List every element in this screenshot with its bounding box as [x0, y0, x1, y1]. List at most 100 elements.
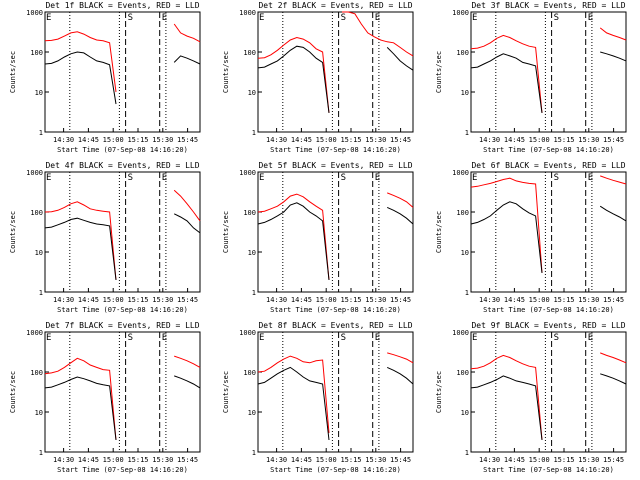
marker-label: E: [162, 333, 167, 343]
x-tick-label: 15:15: [553, 456, 574, 464]
y-tick-label: 1: [252, 449, 256, 457]
x-axis-label: Start Time (07-Sep-08 14:16:20): [483, 306, 614, 314]
y-axis-label: Counts/sec: [435, 51, 443, 93]
plot-frame: [44, 171, 201, 293]
x-tick-label: 15:45: [177, 456, 198, 464]
y-axis-label: Counts/sec: [9, 371, 17, 413]
x-tick-label: 14:45: [504, 456, 525, 464]
y-tick-label: 1000: [452, 329, 469, 337]
marker-label: E: [472, 333, 477, 343]
x-tick-label: 14:45: [78, 136, 99, 144]
lld-series-line: [470, 354, 543, 441]
lld-series-line: [173, 189, 201, 222]
x-tick-label: 15:00: [529, 456, 550, 464]
marker-label: E: [46, 333, 51, 343]
x-tick-label: 15:45: [177, 296, 198, 304]
y-tick-label: 1000: [452, 169, 469, 177]
plot-frame: [44, 331, 201, 453]
x-axis-label: Start Time (07-Sep-08 14:16:20): [270, 306, 401, 314]
y-tick-label: 10: [35, 89, 43, 97]
lld-series-line: [470, 177, 543, 273]
lld-series-line: [387, 352, 414, 364]
plot-frame: [470, 331, 627, 453]
x-tick-label: 15:45: [390, 136, 411, 144]
y-tick-label: 1000: [239, 9, 256, 17]
x-tick-label: 14:30: [479, 456, 500, 464]
y-tick-label: 1000: [239, 169, 256, 177]
events-series-line: [600, 373, 627, 385]
plot-frame: [257, 171, 414, 293]
marker-label: E: [472, 173, 477, 183]
panel-title: Det 8f BLACK = Events, RED = LLD: [258, 321, 412, 330]
panel-title: Det 2f BLACK = Events, RED = LLD: [258, 1, 412, 10]
x-tick-label: 15:30: [578, 296, 599, 304]
lld-series-line: [599, 27, 627, 41]
events-series-line: [470, 53, 543, 113]
panel-title: Det 4f BLACK = Events, RED = LLD: [45, 161, 199, 170]
marker-label: S: [128, 333, 133, 343]
events-series-line: [257, 366, 330, 441]
events-series-line: [386, 47, 414, 71]
events-series-line: [470, 375, 543, 441]
marker-label: E: [259, 333, 264, 343]
y-axis-label: Counts/sec: [9, 211, 17, 253]
x-tick-label: 14:45: [291, 136, 312, 144]
y-tick-label: 100: [243, 369, 256, 377]
events-series-line: [44, 376, 117, 441]
lld-series-line: [44, 201, 117, 281]
plot-frame: [44, 11, 201, 133]
x-tick-label: 15:30: [578, 136, 599, 144]
x-tick-label: 15:45: [603, 296, 624, 304]
x-tick-label: 15:15: [127, 136, 148, 144]
panel-title: Det 6f BLACK = Events, RED = LLD: [471, 161, 625, 170]
marker-label: E: [588, 173, 593, 183]
x-tick-label: 15:15: [340, 296, 361, 304]
y-axis-label: Counts/sec: [435, 371, 443, 413]
x-tick-label: 15:15: [127, 296, 148, 304]
marker-label: S: [128, 173, 133, 183]
x-axis-label: Start Time (07-Sep-08 14:16:20): [57, 306, 188, 314]
panel-title: Det 3f BLACK = Events, RED = LLD: [471, 1, 625, 10]
x-tick-label: 14:30: [479, 136, 500, 144]
y-tick-label: 10: [35, 249, 43, 257]
y-tick-label: 100: [456, 49, 469, 57]
events-series-line: [386, 366, 414, 385]
x-tick-label: 14:30: [53, 456, 74, 464]
marker-label: E: [46, 173, 51, 183]
x-tick-label: 14:45: [504, 296, 525, 304]
x-tick-label: 15:15: [127, 456, 148, 464]
panel-title: Det 1f BLACK = Events, RED = LLD: [45, 1, 199, 10]
y-tick-label: 1000: [26, 169, 43, 177]
x-axis-label: Start Time (07-Sep-08 14:16:20): [270, 466, 401, 474]
marker-label: S: [554, 333, 559, 343]
events-series-line: [173, 55, 201, 65]
lld-series-line: [257, 36, 330, 113]
x-tick-label: 15:00: [529, 296, 550, 304]
y-tick-label: 100: [456, 369, 469, 377]
marker-label: E: [162, 173, 167, 183]
events-series-line: [470, 201, 543, 273]
marker-label: S: [128, 13, 133, 23]
x-tick-label: 15:00: [529, 136, 550, 144]
x-tick-label: 15:00: [103, 456, 124, 464]
plot-frame: [257, 331, 414, 453]
x-tick-label: 15:45: [603, 456, 624, 464]
y-tick-label: 1: [39, 289, 43, 297]
marker-label: E: [46, 13, 51, 23]
x-axis-label: Start Time (07-Sep-08 14:16:20): [483, 466, 614, 474]
x-tick-label: 15:30: [365, 296, 386, 304]
events-series-line: [44, 51, 117, 105]
lld-series-line: [44, 31, 117, 93]
marker-label: S: [341, 173, 346, 183]
plot-frame: [257, 11, 414, 133]
marker-label: E: [375, 13, 380, 23]
x-tick-label: 15:30: [152, 456, 173, 464]
events-series-line: [173, 213, 201, 234]
x-tick-label: 15:00: [316, 136, 337, 144]
panel-title: Det 9f BLACK = Events, RED = LLD: [471, 321, 625, 330]
lld-series-line: [600, 352, 627, 364]
x-tick-label: 14:30: [266, 456, 287, 464]
y-tick-label: 10: [248, 409, 256, 417]
lld-series-line: [173, 23, 201, 43]
y-tick-label: 1000: [26, 9, 43, 17]
